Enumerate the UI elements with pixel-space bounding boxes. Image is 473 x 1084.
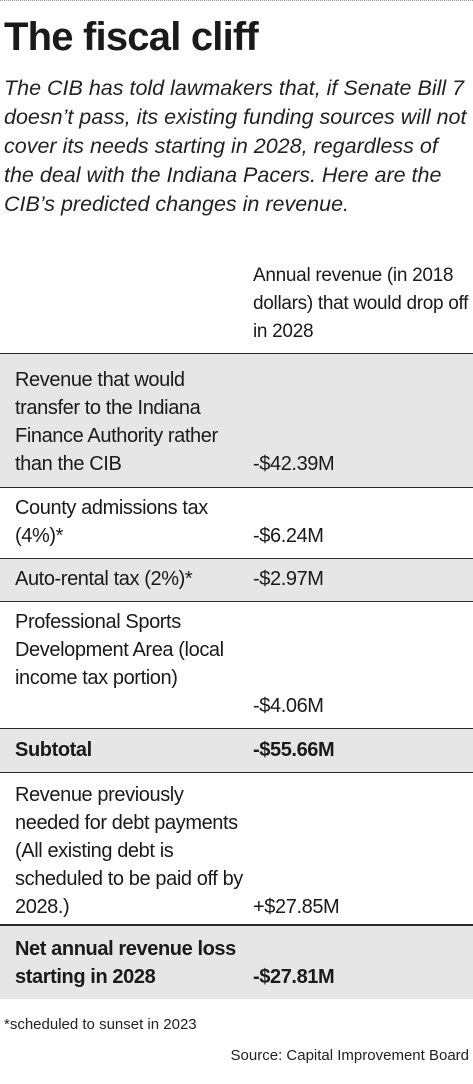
row-label: Auto-rental tax (2%)* (15, 568, 193, 590)
table-row-subtotal: Subtotal -$55.66M (0, 728, 473, 772)
row-label: Revenue that would transfer to the India… (15, 369, 218, 475)
row-value: -$55.66M (253, 739, 335, 761)
row-label: Subtotal (15, 739, 92, 761)
table-row-auto-rental: Auto-rental tax (2%)* -$2.97M (0, 558, 473, 601)
table-row-debt-payments: Revenue previously needed for debt payme… (0, 772, 473, 924)
source-credit: Source: Capital Improvement Board (230, 1047, 469, 1064)
table-row-psda: Professional Sports Development Area (lo… (0, 601, 473, 728)
row-label: Net annual revenue loss starting in 2028 (15, 938, 236, 988)
row-label: County admissions tax (4%)* (15, 497, 208, 547)
row-value: -$27.81M (253, 966, 335, 988)
footnote: *scheduled to sunset in 2023 (4, 1016, 197, 1033)
row-value: +$27.85M (253, 896, 340, 918)
column-header: Annual revenue (in 2018 dollars) that wo… (253, 265, 469, 342)
row-label: Revenue previously needed for debt payme… (15, 784, 243, 918)
table-row-ifa-transfer: Revenue that would transfer to the India… (0, 353, 473, 487)
table-row-county-admissions: County admissions tax (4%)* -$6.24M (0, 487, 473, 558)
row-label: Professional Sports Development Area (lo… (15, 611, 224, 689)
row-value: -$42.39M (253, 453, 335, 475)
table-row-net-loss: Net annual revenue loss starting in 2028… (0, 924, 473, 999)
row-value: -$4.06M (253, 695, 324, 717)
top-dotted-rule (0, 0, 473, 1)
page-title: The fiscal cliff (4, 15, 259, 59)
subtitle: The CIB has told lawmakers that, if Sena… (4, 76, 467, 216)
row-value: -$6.24M (253, 525, 324, 547)
row-value: -$2.97M (253, 568, 324, 590)
